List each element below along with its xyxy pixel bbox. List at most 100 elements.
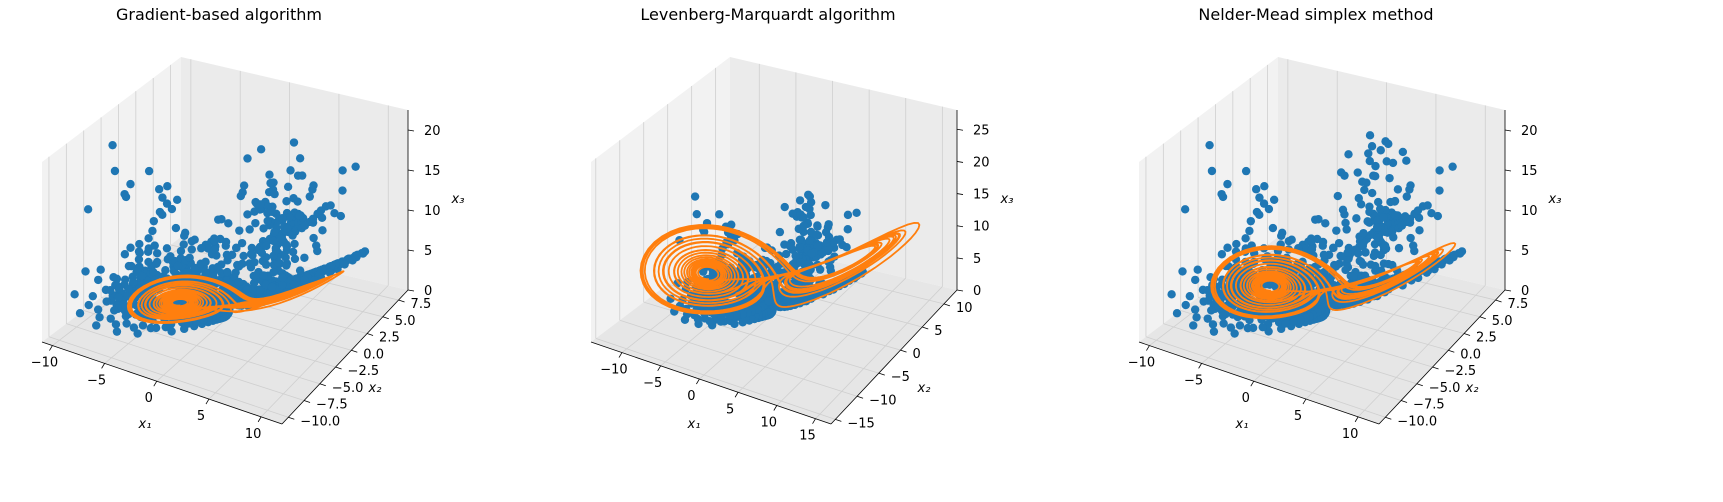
data-point: [1172, 309, 1182, 318]
data-point: [1219, 319, 1228, 328]
data-point: [278, 273, 287, 283]
z-tick-mark: [1504, 209, 1512, 212]
data-point: [785, 242, 795, 251]
data-point: [1241, 234, 1250, 243]
z-axis-label: x₃: [451, 192, 465, 207]
data-point: [120, 189, 129, 199]
data-point: [267, 282, 277, 292]
data-point: [289, 138, 299, 147]
x-tick-label: 15: [799, 429, 816, 444]
z-tick-mark: [1504, 289, 1512, 292]
data-point: [1246, 216, 1256, 226]
data-point: [135, 239, 144, 249]
y-tick-label: 5.0: [395, 314, 416, 329]
x-tick-label: 0: [1242, 391, 1250, 406]
data-point: [1223, 243, 1232, 252]
data-point: [791, 251, 800, 261]
z-tick-label: 5: [424, 244, 432, 259]
z-tick-label: 5: [1521, 244, 1529, 259]
data-point: [1284, 236, 1294, 246]
data-point: [775, 227, 785, 237]
data-point: [256, 200, 265, 209]
data-point: [1189, 321, 1198, 330]
data-point: [821, 200, 830, 210]
x-tick-mark: [1354, 416, 1359, 423]
z-tick-mark: [956, 225, 964, 228]
data-point: [231, 243, 241, 253]
data-point: [298, 171, 307, 180]
data-point: [282, 197, 291, 206]
y-tick-mark: [1432, 366, 1439, 370]
data-point: [1369, 171, 1378, 180]
data-point: [134, 255, 144, 264]
data-point: [1389, 233, 1398, 242]
data-point: [300, 221, 310, 230]
y-tick-mark: [366, 333, 374, 336]
data-point: [824, 232, 834, 242]
z-tick-label: 20: [1521, 124, 1538, 139]
data-point: [1217, 189, 1226, 199]
y-tick-label: 5: [934, 324, 942, 339]
data-point: [162, 244, 172, 253]
x-tick-mark: [696, 378, 700, 385]
data-point: [1353, 168, 1362, 177]
data-point: [1388, 158, 1398, 168]
z-tick-label: 10: [424, 204, 441, 219]
data-point: [111, 320, 121, 329]
data-point: [1209, 327, 1219, 336]
data-point: [238, 259, 247, 268]
data-point: [295, 211, 304, 220]
data-point: [286, 166, 295, 175]
z-tick-mark: [956, 193, 964, 195]
y-tick-label: −10.0: [300, 414, 340, 429]
data-point: [253, 270, 262, 279]
y-tick-label: −5.0: [1429, 381, 1461, 396]
x-axis-label: x₁: [1235, 417, 1249, 432]
data-point: [265, 170, 274, 179]
data-point: [221, 237, 231, 247]
z-axis-label: x₃: [1000, 192, 1014, 207]
z-tick-mark: [956, 161, 964, 163]
data-point: [262, 241, 271, 251]
z-tick-mark: [407, 129, 415, 132]
data-point: [257, 248, 267, 258]
x-tick-mark: [205, 398, 210, 405]
data-point: [1391, 210, 1400, 220]
data-point: [1448, 162, 1457, 171]
data-point: [172, 195, 182, 205]
y-tick-mark: [900, 349, 907, 353]
data-point: [690, 192, 700, 201]
data-point: [1415, 226, 1424, 235]
data-point: [1355, 256, 1365, 266]
data-point: [835, 235, 845, 244]
data-point: [1223, 179, 1232, 189]
data-point: [1180, 205, 1190, 214]
data-point: [112, 327, 122, 336]
data-point: [1334, 238, 1344, 248]
data-point: [1333, 191, 1343, 201]
data-point: [126, 243, 135, 252]
y-tick-mark: [835, 418, 842, 422]
x-axis-label: x₁: [687, 417, 701, 432]
data-point: [313, 246, 322, 256]
y-tick-label: −5: [891, 370, 910, 385]
y-tick-label: 7.5: [1508, 297, 1529, 312]
data-point: [176, 246, 186, 256]
data-point: [805, 236, 814, 246]
y-tick-mark: [878, 372, 885, 376]
data-point: [340, 260, 349, 269]
y-tick-label: −2.5: [1445, 364, 1477, 379]
data-point: [1450, 250, 1459, 260]
data-point: [1369, 251, 1379, 261]
data-point: [285, 212, 294, 222]
y-tick-mark: [1495, 299, 1502, 303]
data-point: [795, 196, 805, 205]
data-point: [283, 224, 292, 233]
data-point: [129, 277, 138, 287]
data-point: [1365, 131, 1375, 140]
data-point: [1307, 245, 1317, 254]
data-point: [237, 238, 247, 248]
data-point: [1255, 210, 1264, 220]
data-point: [1241, 166, 1251, 176]
data-point: [173, 261, 183, 271]
